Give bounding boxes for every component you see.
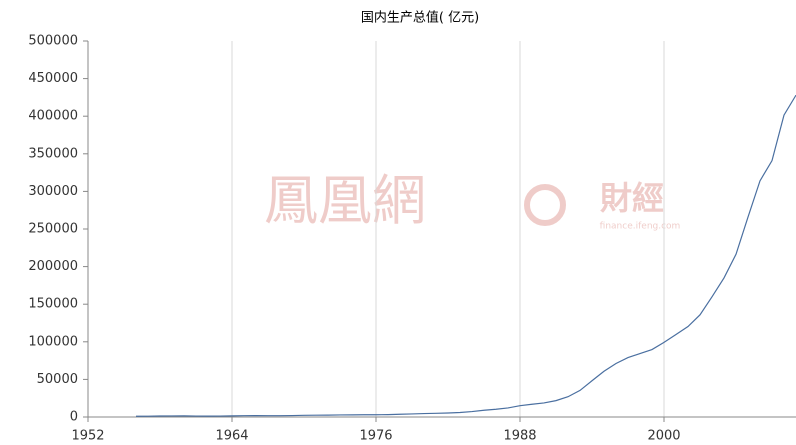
watermark-section: 財經 (600, 179, 664, 217)
x-tick-label: 1964 (215, 429, 248, 444)
y-tick-label: 300000 (28, 184, 78, 199)
y-tick-label: 500000 (28, 34, 78, 49)
line (135, 94, 796, 417)
y-tick-label: 350000 (28, 146, 78, 161)
y-tick-label: 100000 (28, 334, 78, 349)
watermark: 鳳凰網 財經 finance.ifeng.com (264, 169, 680, 232)
chart-title: 国内生产总值( 亿元) (361, 10, 479, 26)
x-tick-label: 2000 (647, 429, 680, 444)
y-tick-label: 200000 (28, 259, 78, 274)
watermark-logo (524, 184, 566, 226)
y-tick-label: 400000 (28, 109, 78, 124)
y-tick-label: 150000 (28, 297, 78, 312)
y-tick-label: 250000 (28, 222, 78, 237)
x-tick-label: 1976 (359, 429, 392, 444)
watermark-site: finance.ifeng.com (600, 222, 681, 232)
x-tick-label: 1952 (71, 429, 104, 444)
x-tick-label: 1988 (503, 429, 536, 444)
watermark-brand: 鳳凰網 (264, 169, 426, 232)
y-tick-label: 50000 (37, 372, 78, 387)
y-tick-label: 450000 (28, 71, 78, 86)
y-tick-label: 0 (70, 410, 78, 425)
